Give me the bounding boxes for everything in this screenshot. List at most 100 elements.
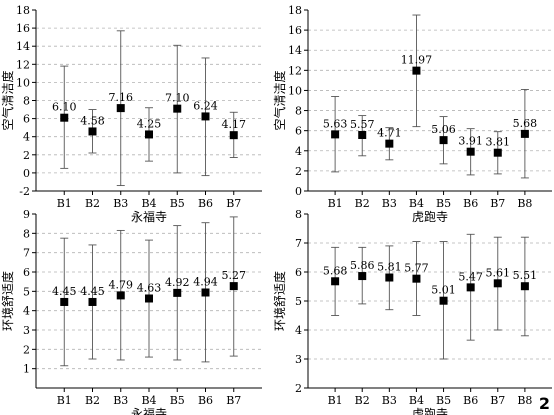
x-tick-label: B3 — [382, 394, 397, 407]
y-tick-label: 8 — [295, 208, 302, 221]
y-tick-label: 3 — [295, 353, 302, 366]
y-tick-label: -2 — [19, 185, 30, 198]
data-point — [358, 130, 367, 139]
y-tick-label: 5 — [23, 285, 30, 298]
data-label: 7.10 — [165, 92, 190, 105]
x-axis-title: 永福寺 — [131, 209, 167, 224]
chart-panel-2: 0 2 4 6 8 10 12 14 16 18 B1 B2 B3 B4 B5 B6 B7 B8 虎跑寺 空气清洁度 5… — [272, 4, 552, 224]
x-tick-label: B6 — [463, 197, 478, 210]
data-point — [331, 130, 340, 139]
x-axis-title: 虎跑寺 — [412, 407, 448, 415]
data-point — [439, 296, 448, 305]
data-point — [466, 147, 475, 156]
data-label: 5.61 — [486, 266, 511, 279]
data-label: 5.47 — [458, 270, 483, 283]
data-label: 4.94 — [193, 275, 218, 288]
y-tick-label: 18 — [16, 4, 30, 17]
data-label: 5.77 — [404, 262, 429, 275]
data-point — [145, 130, 153, 139]
y-tick-label: 12 — [288, 64, 302, 77]
data-point — [88, 297, 97, 306]
y-axis-title: 空气清洁度 — [0, 70, 15, 130]
data-point — [493, 279, 502, 288]
y-tick-label: 4 — [23, 305, 30, 318]
x-tick-label: B1 — [57, 394, 72, 407]
chart-panel-1: -2 0 2 4 6 8 10 12 14 16 18 B1 B2 B3 B4 B5 B6 B7 永福寺 空气清洁度 6… — [0, 4, 262, 224]
y-tick-label: 7 — [23, 247, 30, 260]
y-tick-label: 5 — [295, 295, 302, 308]
y-tick-label: 8 — [23, 227, 30, 240]
data-label: 5.81 — [377, 261, 402, 274]
data-point — [145, 294, 153, 303]
y-tick-label: 9 — [23, 208, 30, 221]
y-tick-label: 2 — [295, 382, 302, 395]
y-tick-label: 6 — [23, 113, 30, 126]
y-tick-label: 8 — [23, 95, 30, 108]
data-label: 4.71 — [377, 127, 402, 140]
x-tick-label: B1 — [57, 197, 72, 210]
data-label: 4.63 — [137, 281, 162, 294]
x-axis-title: 虎跑寺 — [412, 210, 448, 224]
data-point — [60, 113, 69, 122]
y-tick-label: 10 — [288, 84, 302, 97]
x-tick-label: B7 — [490, 197, 505, 210]
data-point — [201, 288, 210, 297]
data-label: 4.58 — [80, 114, 105, 127]
x-tick-label: B5 — [436, 197, 451, 210]
figure-number: 2 — [538, 394, 550, 413]
data-point — [466, 283, 475, 292]
data-point — [116, 104, 125, 113]
y-tick-label: 1 — [23, 363, 30, 376]
y-tick-label: 4 — [295, 145, 302, 158]
x-tick-label: B1 — [328, 197, 343, 210]
y-axis-title: 环境舒适度 — [0, 271, 15, 331]
data-label: 4.17 — [222, 118, 247, 131]
x-tick-label: B3 — [113, 197, 128, 210]
x-tick-label: B3 — [382, 197, 397, 210]
x-tick-label: B7 — [490, 394, 505, 407]
x-tick-label: B4 — [141, 197, 156, 210]
y-tick-label: 2 — [295, 165, 302, 178]
data-point — [520, 282, 529, 291]
data-label: 5.57 — [350, 118, 375, 131]
data-label: 5.86 — [350, 259, 375, 272]
y-axis-title: 空气清洁度 — [272, 70, 287, 130]
data-point — [331, 277, 340, 286]
y-tick-label: 6 — [295, 125, 302, 138]
data-label: 4.45 — [52, 285, 77, 298]
x-tick-label: B6 — [198, 197, 213, 210]
data-point — [412, 274, 421, 283]
data-point — [493, 148, 502, 157]
data-point — [229, 282, 238, 291]
x-tick-label: B4 — [141, 394, 156, 407]
y-tick-label: 4 — [295, 324, 302, 337]
x-tick-label: B3 — [113, 394, 128, 407]
data-point — [385, 273, 394, 282]
data-label: 5.06 — [431, 123, 456, 136]
data-label: 3.81 — [486, 136, 511, 149]
y-tick-label: 10 — [16, 76, 30, 89]
x-tick-label: B7 — [226, 394, 241, 407]
data-point — [116, 291, 125, 300]
x-tick-label: B8 — [517, 197, 532, 210]
data-label: 5.63 — [323, 117, 348, 130]
x-tick-label: B5 — [436, 394, 451, 407]
data-label: 4.25 — [137, 117, 162, 130]
y-tick-label: 16 — [288, 24, 302, 37]
x-tick-label: B2 — [85, 197, 100, 210]
data-label: 4.79 — [109, 278, 134, 291]
x-tick-label: B5 — [170, 394, 185, 407]
data-label: 4.45 — [80, 285, 105, 298]
y-tick-label: 14 — [288, 44, 302, 57]
y-tick-label: 0 — [23, 167, 30, 180]
y-tick-label: 18 — [288, 4, 302, 17]
y-tick-label: 14 — [16, 40, 30, 53]
data-label: 5.68 — [323, 264, 348, 277]
y-tick-label: 2 — [23, 149, 30, 162]
data-point — [173, 288, 182, 297]
x-tick-label: B4 — [409, 394, 424, 407]
data-point — [358, 272, 367, 281]
y-tick-label: 0 — [295, 185, 302, 198]
